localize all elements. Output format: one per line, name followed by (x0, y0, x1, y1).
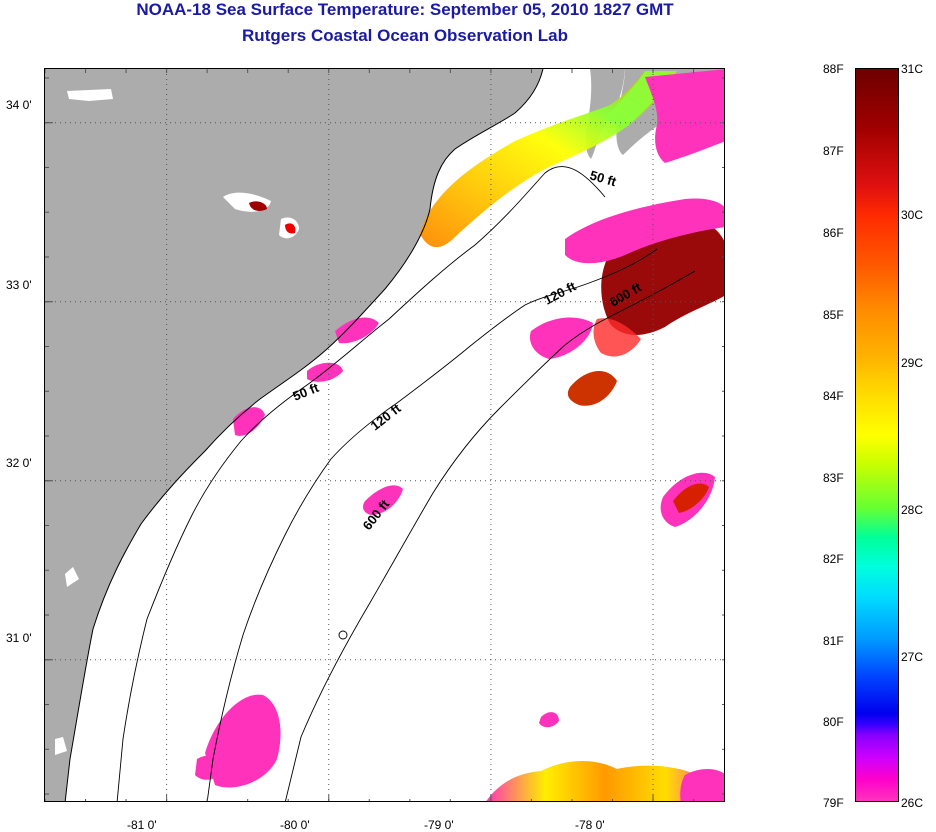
sst-cold-nearshore (335, 317, 379, 344)
inland-spot-1 (67, 89, 113, 101)
lat-tick-label-32: 32 0' (6, 456, 32, 470)
contour-label-50ft-south: 50 ft (291, 380, 322, 404)
lat-lon-grid (45, 69, 724, 801)
map-subtitle: Rutgers Coastal Ocean Observation Lab (242, 26, 568, 45)
colorbar-label-88f: 88F (823, 62, 844, 76)
contour-120ft (206, 248, 658, 801)
colorbar-label-79f: 79F (823, 796, 844, 810)
lon-tick-label-80: -80 0' (280, 818, 310, 832)
colorbar-label-26c: 26C (901, 796, 924, 810)
sst-cold-northeast-2 (645, 69, 724, 163)
colorbar-label-30c: 30C (901, 208, 924, 222)
colorbar-label-83f: 83F (823, 471, 844, 485)
sst-warm-edge (593, 318, 641, 357)
sst-band-south (486, 761, 724, 801)
colorbar-label-31c: 31C (901, 62, 924, 76)
land-mass (45, 69, 543, 801)
inland-spot-4 (65, 567, 79, 587)
sst-patch-south-center (539, 712, 559, 728)
colorbar-label-80f: 80F (823, 715, 844, 729)
inland-hot-spot-1 (249, 201, 267, 211)
map-title: NOAA-18 Sea Surface Temperature: Septemb… (136, 0, 674, 19)
contour-label-50ft-north: 50 ft (588, 167, 618, 189)
sst-cold-mid (529, 317, 593, 359)
colorbar-label-82f: 82F (823, 552, 844, 566)
sst-cold-patch-center (363, 485, 403, 515)
colorbar-label-86f: 86F (823, 226, 844, 240)
sst-map: 50 ft 120 ft 600 ft 50 ft 120 ft 600 ft (44, 68, 725, 802)
lat-tick-label-34: 34 0' (6, 98, 32, 112)
colorbar-label-28c: 28C (901, 503, 924, 517)
lon-tick-label-81: -81 0' (127, 818, 157, 832)
sst-warm-south (567, 370, 617, 406)
colorbar-label-87f: 87F (823, 144, 844, 158)
sst-warm-east (673, 483, 709, 513)
map-canvas: 50 ft 120 ft 600 ft 50 ft 120 ft 600 ft (45, 69, 724, 801)
colorbar-label-27c: 27C (901, 650, 924, 664)
colorbar-label-29c: 29C (901, 356, 924, 370)
temperature-colorbar (855, 68, 899, 802)
contour-50ft (116, 166, 606, 801)
lat-tick-label-31: 31 0' (6, 631, 32, 645)
colorbar-label-85f: 85F (823, 308, 844, 322)
contour-label-120ft-north: 120 ft (541, 278, 579, 308)
colorbar-label-84f: 84F (823, 389, 844, 403)
contour-600ft (285, 270, 696, 801)
sst-cold-southwest (205, 694, 281, 788)
coastline (64, 69, 544, 801)
lon-tick-label-78: -78 0' (575, 818, 605, 832)
sst-cold-patch-west-2 (307, 362, 343, 382)
sst-cold-southwest-2 (195, 755, 225, 780)
contour-seamount (338, 630, 348, 640)
inland-spot-5 (55, 737, 67, 755)
lat-tick-label-33: 33 0' (6, 278, 32, 292)
colorbar-label-81f: 81F (823, 634, 844, 648)
inland-hot-spot-2 (285, 223, 296, 234)
lon-tick-label-79: -79 0' (424, 818, 454, 832)
sst-cold-northeast (565, 198, 724, 264)
contour-label-120ft-south: 120 ft (368, 400, 405, 433)
sst-cold-southeast (680, 769, 724, 801)
